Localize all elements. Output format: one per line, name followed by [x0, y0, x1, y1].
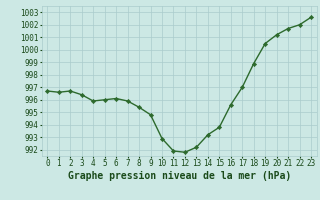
X-axis label: Graphe pression niveau de la mer (hPa): Graphe pression niveau de la mer (hPa) [68, 171, 291, 181]
